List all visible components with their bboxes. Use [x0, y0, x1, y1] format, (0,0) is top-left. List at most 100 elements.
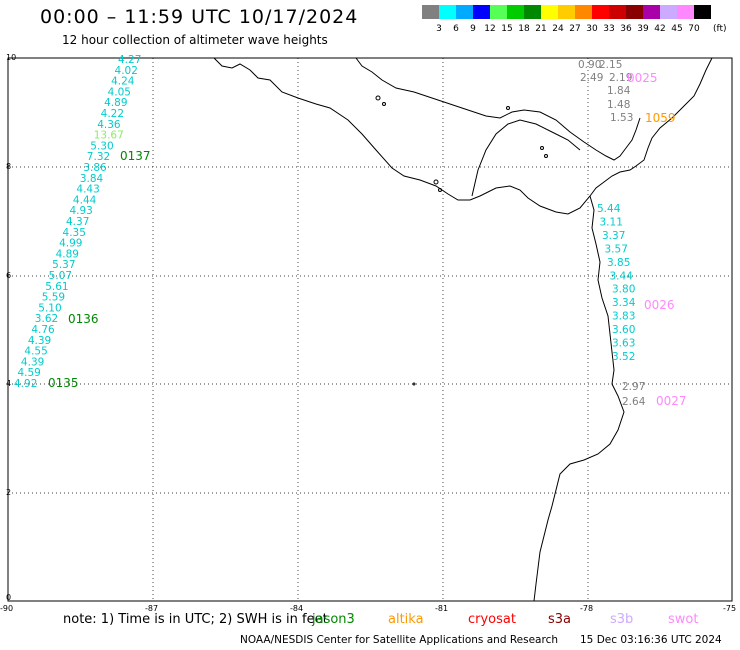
- wave-height-value: 4.37: [66, 216, 89, 228]
- wave-height-value: 5.07: [49, 270, 72, 282]
- legend-swatch: [507, 5, 524, 19]
- legend-swatch: [473, 5, 490, 19]
- pass-id-label: 0027: [656, 394, 687, 408]
- wave-height-value: 5.61: [45, 281, 68, 293]
- legend-swatch: [558, 5, 575, 19]
- lat-label: 6: [6, 271, 11, 280]
- lon-label: -84: [290, 604, 303, 613]
- wave-height-value: 3.57: [605, 243, 628, 255]
- lat-label: 2: [6, 488, 11, 497]
- legend-tick-label: 15: [501, 24, 512, 34]
- wave-height-value: 3.52: [612, 351, 635, 363]
- wave-height-value: 4.89: [56, 248, 79, 260]
- legend-tick-label: 42: [654, 24, 665, 34]
- wave-height-value: 4.76: [31, 324, 55, 336]
- wave-height-value: 3.86: [83, 162, 107, 174]
- wave-height-value: 4.24: [111, 76, 135, 88]
- footer-note: note: 1) Time is in UTC; 2) SWH is in fe…: [63, 612, 328, 627]
- legend-tick-label: 27: [569, 24, 580, 34]
- wave-height-value: 4.89: [104, 97, 127, 109]
- coastline: [213, 57, 713, 602]
- wave-height-value: 4.55: [24, 346, 47, 358]
- islands: [375, 95, 548, 386]
- legend-tick-label: 33: [603, 24, 614, 34]
- wave-height-value: 4.59: [17, 367, 40, 379]
- wave-height-value: 4.43: [76, 184, 99, 196]
- lat-lon-grid: [8, 58, 732, 601]
- lon-label: -78: [580, 604, 593, 613]
- wave-height-value: 0.90: [578, 59, 601, 71]
- wave-height-value: 4.93: [69, 205, 92, 217]
- wave-height-value: 5.10: [38, 302, 61, 314]
- color-legend: 3 6 9 12 15 18 21 24 27 30 33 36 39 42 45 70 (ft): [422, 5, 727, 34]
- pass-id-label: 0026: [644, 298, 675, 312]
- legend-tick-label: 70: [688, 24, 700, 34]
- satellite-legend-cryosat: cryosat: [468, 612, 516, 627]
- pass-id-label: 1059: [645, 111, 676, 125]
- satellite-legend-s3a: s3a: [548, 612, 572, 627]
- pass-id-label: 0025: [627, 71, 658, 85]
- wave-height-value: 5.59: [42, 292, 65, 304]
- pass-id-label: 0136: [68, 312, 99, 326]
- wave-height-value: 3.84: [80, 173, 104, 185]
- legend-tick-label: 21: [535, 24, 546, 34]
- wave-height-value: 5.37: [52, 259, 75, 271]
- lat-label: 4: [6, 379, 11, 388]
- legend-tick-label: 36: [620, 24, 632, 34]
- legend-swatch: [490, 5, 507, 19]
- pass-id-label: 0137: [120, 149, 151, 163]
- wave-height-value: 2.19: [609, 72, 632, 84]
- wave-height-value: 4.35: [63, 227, 86, 239]
- wave-height-value: 4.27: [118, 54, 141, 66]
- legend-swatch: [626, 5, 643, 19]
- map-title: 00:00 – 11:59 UTC 10/17/2024: [40, 6, 359, 28]
- satellite-legend-s3b: s3b: [610, 612, 634, 627]
- wave-height-value: 3.11: [600, 216, 623, 228]
- legend-unit: (ft): [713, 24, 727, 34]
- satellite-legend-jason3: jason3: [312, 612, 355, 627]
- legend-swatch: [694, 5, 711, 19]
- legend-ticks: 3 6 9 12 15 18 21 24 27 30 33 36 39 42 45 70: [436, 24, 700, 34]
- wave-height-value: 3.34: [612, 297, 636, 309]
- lat-label: 8: [6, 162, 11, 171]
- wave-height-value: 4.05: [108, 86, 131, 98]
- wave-height-value: 2.64: [622, 396, 646, 408]
- wave-height-value: 1.53: [610, 112, 633, 124]
- wave-height-value: 1.48: [607, 99, 630, 111]
- wave-height-value: 4.44: [73, 194, 97, 206]
- lon-label: -90: [0, 604, 13, 613]
- legend-swatch: [541, 5, 558, 19]
- legend-swatch: [422, 5, 439, 19]
- wave-height-value: 4.36: [97, 119, 121, 131]
- lon-label: -81: [435, 604, 448, 613]
- satellite-legend-swot: swot: [668, 612, 699, 627]
- map-frame: [7, 57, 733, 602]
- wave-height-value: 3.62: [35, 313, 58, 325]
- wave-height-value: 2.15: [599, 59, 622, 71]
- legend-swatch: [439, 5, 456, 19]
- legend-swatch: [592, 5, 609, 19]
- wave-height-value: 5.30: [90, 140, 113, 152]
- wave-height-value: 4.92: [14, 378, 37, 390]
- wave-height-value: 3.80: [612, 284, 635, 296]
- wave-height-value: 3.85: [607, 257, 630, 269]
- wave-height-value: 1.84: [607, 85, 631, 97]
- wave-height-value: 13.67: [94, 130, 124, 142]
- wave-height-value: 4.02: [115, 65, 138, 77]
- legend-tick-label: 24: [552, 24, 564, 34]
- wave-height-value: 2.97: [622, 381, 645, 393]
- wave-height-value: 3.83: [612, 311, 635, 323]
- lat-label: 10: [6, 53, 16, 62]
- legend-tick-label: 39: [637, 24, 649, 34]
- legend-tick-label: 18: [518, 24, 530, 34]
- wave-height-value: 3.37: [602, 230, 625, 242]
- legend-tick-label: 45: [671, 24, 682, 34]
- wave-height-value: 2.49: [580, 72, 603, 84]
- legend-swatch: [660, 5, 677, 19]
- lat-label: 0: [6, 593, 11, 602]
- wave-height-value: 7.32: [87, 151, 110, 163]
- credit-line: NOAA/NESDIS Center for Satellite Applica…: [240, 634, 558, 646]
- wave-height-value: 4.22: [101, 108, 124, 120]
- legend-swatch: [609, 5, 626, 19]
